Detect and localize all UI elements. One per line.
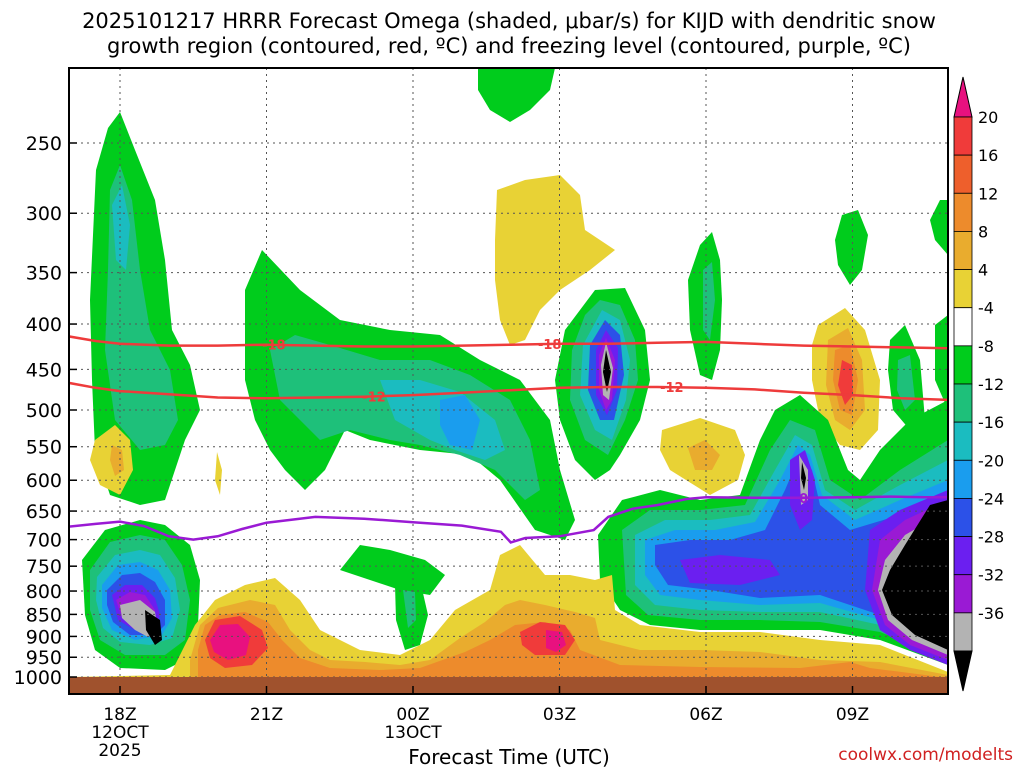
y-tick-label: 650 — [26, 501, 62, 523]
colorbar-label: -24 — [978, 489, 1004, 508]
colorbar-swatch — [953, 269, 973, 309]
colorbar-swatch — [953, 116, 973, 156]
colorbar-swatch — [953, 154, 973, 194]
x-tick-label: 06Z — [689, 705, 722, 725]
omega-region-lower-right-purple-small — [680, 555, 780, 585]
omega-region-03z-magenta — [546, 630, 566, 652]
omega-region-upper-yellow — [495, 175, 615, 345]
colorbar-swatch — [953, 383, 973, 423]
x-tick-label: 09Z — [836, 705, 869, 725]
colorbar-label: -4 — [978, 299, 994, 318]
omega-region-right-mid-green — [935, 315, 948, 410]
x-tick-label: 2025 — [98, 741, 141, 761]
colorbar-swatch — [953, 536, 973, 576]
colorbar-label: -32 — [978, 566, 1004, 585]
colorbar-label: 16 — [978, 146, 998, 165]
y-axis: 2503003504004505005506006507007508008509… — [14, 133, 77, 689]
omega-region-lower-dark-orange — [198, 612, 948, 680]
colorbar-label: 4 — [978, 261, 988, 280]
y-tick-label: 950 — [26, 647, 62, 669]
contour-label: -18 — [538, 338, 562, 353]
colorbar-label: -8 — [978, 337, 994, 356]
chart-title-line2: growth region (contoured, red, ºC) and f… — [107, 34, 911, 58]
colorbar-cap-bottom — [953, 650, 973, 692]
contour-freezing-level — [69, 495, 948, 544]
y-tick-label: 500 — [26, 400, 62, 422]
x-tick-label: 13OCT — [384, 723, 442, 743]
colorbar-swatch — [953, 498, 973, 537]
omega-region-09z-top-green — [835, 210, 868, 285]
omega-region-yellow-spike — [215, 452, 222, 495]
watermark: coolwx.com/modelts — [838, 745, 1013, 765]
colorbar-label: -12 — [978, 375, 1004, 394]
colorbar-label: 8 — [978, 222, 988, 241]
colorbar-swatch — [953, 421, 973, 461]
y-tick-label: 700 — [26, 530, 62, 552]
y-tick-label: 400 — [26, 314, 62, 336]
y-tick-label: 850 — [26, 604, 62, 626]
y-tick-label: 300 — [26, 203, 62, 225]
omega-region-06z-orange — [688, 440, 720, 470]
colorbar-swatch — [953, 574, 973, 614]
colorbar-swatch — [953, 612, 973, 652]
colorbar-label: -16 — [978, 413, 1004, 432]
omega-region-10z-teal — [897, 355, 915, 410]
contour-lines — [69, 335, 948, 544]
colorbar-swatch — [953, 231, 973, 270]
colorbar-label: -28 — [978, 528, 1004, 547]
contour-isotherm — [69, 335, 948, 350]
colorbar-swatch — [953, 459, 973, 499]
omega-region-21z-magenta — [210, 624, 250, 660]
x-tick-label: 12OCT — [91, 723, 149, 743]
omega-region-right-top-green — [930, 200, 948, 255]
omega-region-lower-right-black — [882, 500, 948, 650]
y-tick-label: 900 — [26, 626, 62, 648]
contour-labels: -18 -18 -12 -12 0 — [262, 338, 808, 507]
omega-region-top-green — [478, 68, 555, 122]
y-tick-label: 350 — [26, 263, 62, 285]
ground-layer — [69, 677, 948, 694]
omega-region-08z-black — [801, 462, 806, 490]
colorbar: 20 16 12 8 4 -4 -8 -12 -16 -20 -24 -28 -32 -36 — [953, 76, 1004, 692]
y-tick-label: 800 — [26, 581, 62, 603]
colorbar-cap-top — [953, 76, 973, 118]
chart-title-line1: 2025101217 HRRR Forecast Omega (shaded, … — [82, 9, 936, 33]
omega-region-diamond-black — [603, 350, 611, 392]
x-tick-label: 00Z — [396, 705, 429, 725]
y-tick-label: 1000 — [14, 667, 62, 689]
x-tick-label: 03Z — [543, 705, 576, 725]
y-tick-label: 550 — [26, 437, 62, 459]
colorbar-swatch — [953, 307, 973, 347]
colorbar-label: -20 — [978, 451, 1004, 470]
x-axis-title: Forecast Time (UTC) — [408, 745, 610, 768]
y-tick-label: 750 — [26, 556, 62, 578]
plot-frame — [68, 67, 949, 695]
y-tick-label: 250 — [26, 133, 62, 155]
y-tick-label: 600 — [26, 470, 62, 492]
contour-label: 0 — [799, 492, 808, 507]
colorbar-label: 20 — [978, 108, 998, 127]
colorbar-swatch — [953, 192, 973, 232]
omega-shaded-field — [69, 68, 948, 680]
y-tick-label: 450 — [26, 359, 62, 381]
omega-region-00z-teal — [403, 590, 416, 628]
omega-region-upper-left-cyan — [112, 185, 130, 270]
colorbar-label: 12 — [978, 184, 998, 203]
contour-isotherm — [69, 381, 948, 402]
colorbar-label: -36 — [978, 604, 1004, 623]
omega-region-lower-left-black — [145, 610, 162, 645]
x-tick-label: 18Z — [103, 705, 136, 725]
x-tick-label: 21Z — [250, 705, 283, 725]
contour-label: -18 — [262, 339, 286, 354]
contour-label: -12 — [362, 391, 386, 406]
colorbar-swatch — [953, 345, 973, 385]
omega-region-mid-blue — [440, 395, 480, 450]
contour-label: -12 — [660, 381, 684, 396]
